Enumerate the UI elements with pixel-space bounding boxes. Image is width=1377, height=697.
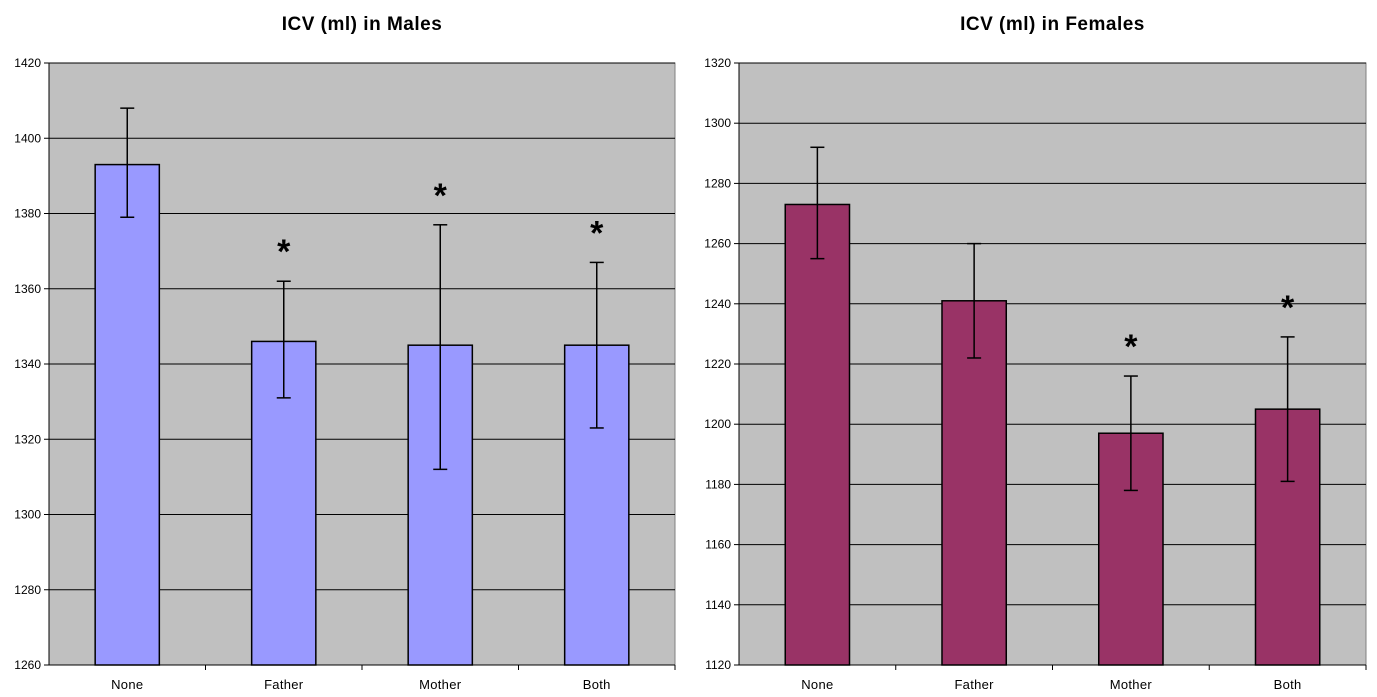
chart1-ytick-label: 1160 bbox=[705, 538, 731, 552]
chart1-ytick-label: 1120 bbox=[705, 658, 731, 672]
chart1-bar-none bbox=[784, 203, 851, 666]
chart-females: ICV (ml) in Females 1120 1140 1160 1180 1200 1… bbox=[689, 0, 1377, 697]
chart0-category-label: Father bbox=[264, 677, 304, 692]
chart0-significance-star: * bbox=[434, 177, 448, 215]
chart1-category-label: Mother bbox=[1110, 677, 1153, 692]
chart-females-svg: ICV (ml) in Females 1120 1140 1160 1180 1200 1… bbox=[704, 14, 1367, 692]
chart1-ytick-label: 1240 bbox=[704, 297, 731, 311]
chart1-category-label: Father bbox=[954, 677, 994, 692]
chart1-category-label: None bbox=[801, 677, 833, 692]
chart0-category-label: None bbox=[111, 677, 143, 692]
chart0-title: ICV (ml) in Males bbox=[282, 14, 443, 35]
chart1-significance-star: * bbox=[1281, 289, 1295, 327]
chart0-significance-star: * bbox=[590, 214, 604, 252]
chart1-ytick-label: 1200 bbox=[704, 417, 731, 431]
chart1-title: ICV (ml) in Females bbox=[960, 14, 1145, 35]
chart-males-svg: ICV (ml) in Males 1260 1280 1300 1320 1340 136… bbox=[14, 14, 676, 692]
chart1-significance-star: * bbox=[1124, 328, 1138, 366]
chart0-ytick-label: 1300 bbox=[14, 508, 41, 522]
chart1-ytick-label: 1220 bbox=[704, 357, 731, 371]
chart0-ytick-label: 1340 bbox=[14, 357, 41, 371]
chart1-ytick-label: 1140 bbox=[705, 598, 731, 612]
chart1-ytick-label: 1300 bbox=[704, 116, 731, 130]
chart-males: ICV (ml) in Males 1260 1280 1300 1320 1340 136… bbox=[0, 0, 688, 697]
chart0-category-label: Both bbox=[583, 677, 611, 692]
chart0-ytick-label: 1420 bbox=[14, 56, 41, 70]
chart0-bar-none bbox=[94, 163, 161, 666]
chart0-ytick-label: 1380 bbox=[14, 207, 41, 221]
chart1-ytick-label: 1280 bbox=[704, 176, 731, 190]
chart0-category-label: Mother bbox=[419, 677, 462, 692]
chart0-significance-star: * bbox=[277, 233, 291, 271]
chart0-ytick-label: 1320 bbox=[14, 432, 41, 446]
chart1-ytick-label: 1180 bbox=[705, 477, 731, 491]
chart0-ytick-label: 1280 bbox=[14, 583, 41, 597]
chart1-ytick-label: 1260 bbox=[704, 237, 731, 251]
chart1-ytick-label: 1320 bbox=[704, 56, 731, 70]
chart0-ytick-label: 1260 bbox=[14, 658, 41, 672]
chart0-ytick-label: 1360 bbox=[14, 282, 41, 296]
chart0-ytick-label: 1400 bbox=[14, 131, 41, 145]
chart1-category-label: Both bbox=[1274, 677, 1302, 692]
